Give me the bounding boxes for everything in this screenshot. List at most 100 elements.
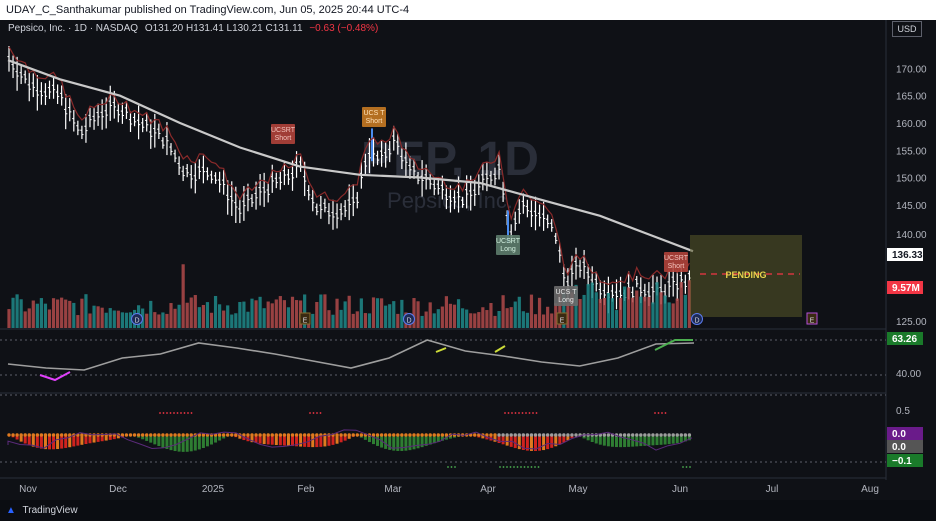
volume-bar	[388, 304, 392, 328]
volume-bar	[104, 312, 108, 328]
x-tick-label-4: Mar	[384, 484, 402, 495]
signal-dot-green	[527, 466, 529, 468]
histogram-dot	[550, 433, 554, 437]
x-tick-label-9: Aug	[861, 484, 879, 495]
histogram-dot	[683, 433, 688, 437]
volume-bar	[60, 297, 64, 328]
histogram-bar	[671, 435, 675, 444]
volume-bar	[274, 299, 278, 328]
event-marker-text: E	[810, 318, 815, 325]
histogram-dot	[647, 433, 651, 437]
price-bar	[141, 117, 145, 133]
histogram-bar	[687, 435, 691, 441]
volume-bar	[384, 305, 388, 328]
histogram-bar	[598, 435, 602, 445]
histogram-dot	[525, 433, 530, 437]
histogram-bar	[606, 435, 610, 447]
histogram-dot	[59, 433, 64, 437]
histogram-dot	[347, 433, 351, 437]
price-bar	[157, 123, 161, 140]
volume-bar	[290, 296, 295, 328]
ma-value-tag: 136.33	[892, 250, 923, 261]
volume-bar	[258, 296, 262, 328]
histogram-dot	[55, 433, 60, 437]
histogram-bar	[299, 435, 303, 447]
volume-bar	[68, 300, 72, 328]
histogram-bar	[343, 435, 347, 441]
price-bar	[92, 107, 96, 130]
volume-bar	[230, 314, 234, 328]
price-bar	[404, 142, 408, 178]
volume-bar	[108, 308, 112, 328]
y-tick-label-2: 160.00	[896, 119, 927, 130]
histogram-bar	[31, 435, 35, 447]
volume-bar	[380, 298, 384, 328]
histogram-bar	[165, 435, 169, 449]
histogram-bar	[631, 435, 635, 447]
signal-label-box-s2	[362, 107, 386, 127]
price-bar	[76, 120, 80, 136]
histogram-bar	[319, 435, 323, 447]
price-bar	[683, 274, 687, 294]
volume-bar	[546, 306, 550, 328]
price-bar	[363, 153, 367, 174]
chart-area[interactable]: PEP, 1D Pepsico, Inc. 170.00 165.00 160.00 15…	[0, 20, 936, 500]
price-bar	[392, 125, 396, 151]
volume-bar	[323, 294, 327, 328]
event-marker-text: E	[560, 318, 565, 325]
volume-bar	[201, 304, 205, 328]
volume-bar	[39, 298, 43, 328]
volume-bar	[578, 299, 582, 328]
price-bar	[39, 82, 43, 105]
histogram-bar	[173, 435, 177, 452]
change-value: −0.63 (−0.48%)	[309, 23, 379, 34]
histogram-dot	[242, 433, 246, 437]
volume-bar	[513, 301, 517, 328]
signal-dot-red	[664, 412, 667, 414]
price-bar	[380, 139, 384, 167]
osc-tick-label: 40.00	[896, 369, 921, 380]
histogram-bar	[639, 435, 643, 447]
histogram-dot	[290, 433, 295, 437]
price-bar	[388, 140, 392, 163]
histogram-dot	[136, 433, 141, 437]
histogram-dot	[153, 433, 157, 437]
volume-bar	[161, 312, 165, 328]
pending-zone	[690, 235, 802, 317]
volume-bar	[440, 306, 444, 328]
histogram-dot	[663, 433, 667, 437]
x-tick-label-1: Dec	[109, 484, 127, 495]
histogram-dot	[392, 433, 396, 437]
histogram-dot	[444, 433, 449, 437]
price-bar	[35, 75, 39, 111]
histogram-bar	[392, 435, 396, 451]
price-bar	[173, 149, 177, 163]
volume-bar	[11, 297, 15, 328]
price-bar	[375, 150, 380, 166]
histogram-dot	[120, 433, 125, 437]
histogram-dot	[27, 433, 31, 437]
dividend-marker-icon	[131, 313, 143, 325]
histogram-dot	[274, 433, 278, 437]
price-bar	[315, 203, 319, 216]
histogram-bar	[493, 435, 497, 442]
histogram-bar	[48, 435, 51, 450]
histogram-dot	[278, 433, 283, 437]
histogram-dot	[140, 433, 145, 437]
histogram-bar	[428, 435, 432, 445]
histogram-dot	[246, 433, 250, 437]
histogram-bar	[278, 435, 282, 446]
histogram-bar	[23, 435, 27, 444]
price-bar	[412, 158, 416, 179]
volume-bar	[19, 299, 23, 328]
signal-dot-red	[657, 412, 660, 414]
volume-bar	[124, 312, 129, 328]
price-bar	[574, 247, 578, 280]
histogram-dot	[606, 433, 611, 437]
signal-dot-green	[516, 466, 519, 468]
volume-bar	[639, 296, 643, 328]
histogram-dot	[602, 433, 607, 437]
volume-bar	[367, 313, 372, 328]
currency-button[interactable]: USD	[892, 21, 922, 37]
